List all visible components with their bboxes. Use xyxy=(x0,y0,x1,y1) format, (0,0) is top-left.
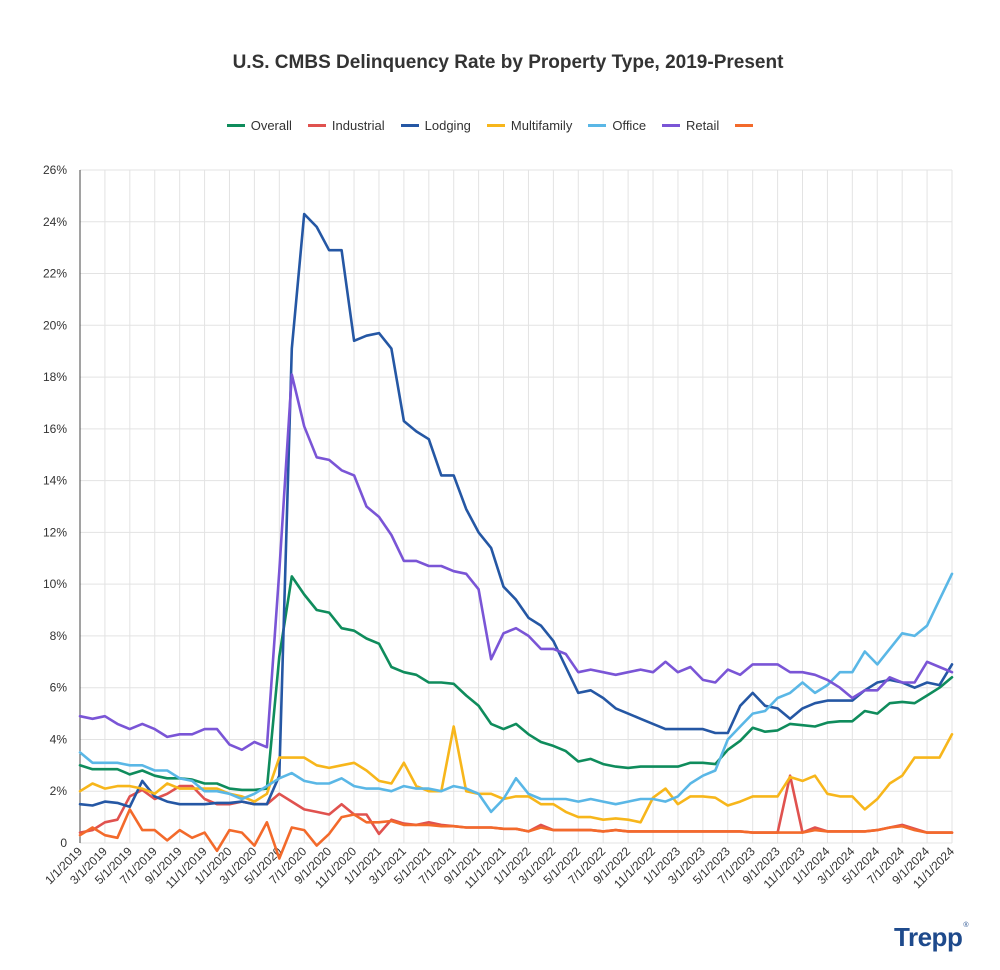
y-tick-label: 8% xyxy=(50,629,68,643)
y-tick-label: 10% xyxy=(43,577,67,591)
y-tick-label: 6% xyxy=(50,681,68,695)
series-line-lodging xyxy=(78,212,954,809)
legend-label: Office xyxy=(612,118,647,133)
legend-swatch xyxy=(400,124,419,127)
legend-item-unnamed-6 xyxy=(735,118,754,133)
y-tick-label: 20% xyxy=(43,318,67,332)
series-line-overall xyxy=(78,575,954,792)
series-line-unnamed-6 xyxy=(78,808,954,860)
gridlines xyxy=(79,169,953,844)
series-line-multifamily xyxy=(78,725,954,824)
y-tick-label: 16% xyxy=(43,422,67,436)
series-lines xyxy=(78,212,954,860)
legend-label: Multifamily xyxy=(510,118,573,133)
legend-swatch xyxy=(226,124,245,127)
y-tick-label: 0 xyxy=(60,836,67,850)
y-axis-ticks: 0 2% 4% 6% 8% 10% 12% 14% 16% 18% 20% 22% 24% 26% xyxy=(43,163,67,850)
legend-label: Retail xyxy=(686,118,720,133)
y-tick-label: 14% xyxy=(43,474,67,488)
legend-swatch xyxy=(307,124,326,127)
y-tick-label: 12% xyxy=(43,525,67,539)
legend-item-office: Office xyxy=(588,118,646,133)
y-tick-label: 4% xyxy=(50,732,68,746)
legend-swatch xyxy=(486,124,505,127)
legend-item-industrial: Industrial xyxy=(307,118,385,133)
legend-label: Lodging xyxy=(424,118,471,133)
legend-swatch xyxy=(588,124,607,127)
trepp-logo: Trepp® xyxy=(894,922,968,952)
legend-label: Overall xyxy=(250,118,292,133)
legend-item-lodging: Lodging xyxy=(400,118,471,133)
x-axis-ticks: 1/1/20193/1/20195/1/20197/1/20199/1/2019… xyxy=(42,844,957,891)
legend-item-retail: Retail xyxy=(662,118,719,133)
y-tick-label: 2% xyxy=(50,784,68,798)
series-line-office xyxy=(78,572,954,814)
legend-item-multifamily: Multifamily xyxy=(486,118,573,133)
legend-item-overall: Overall xyxy=(226,118,292,133)
legend-label: Industrial xyxy=(331,118,385,133)
y-tick-label: 24% xyxy=(43,215,67,229)
y-tick-label: 26% xyxy=(43,163,67,177)
legend: Overall Industrial Lodging Multifamily Offic… xyxy=(0,118,980,133)
series-line-retail xyxy=(78,373,954,752)
y-tick-label: 22% xyxy=(43,267,67,281)
legend-swatch xyxy=(662,124,681,127)
y-tick-label: 18% xyxy=(43,370,67,384)
chart-title: U.S. CMBS Delinquency Rate by Property T… xyxy=(232,52,784,73)
legend-swatch xyxy=(735,124,754,127)
